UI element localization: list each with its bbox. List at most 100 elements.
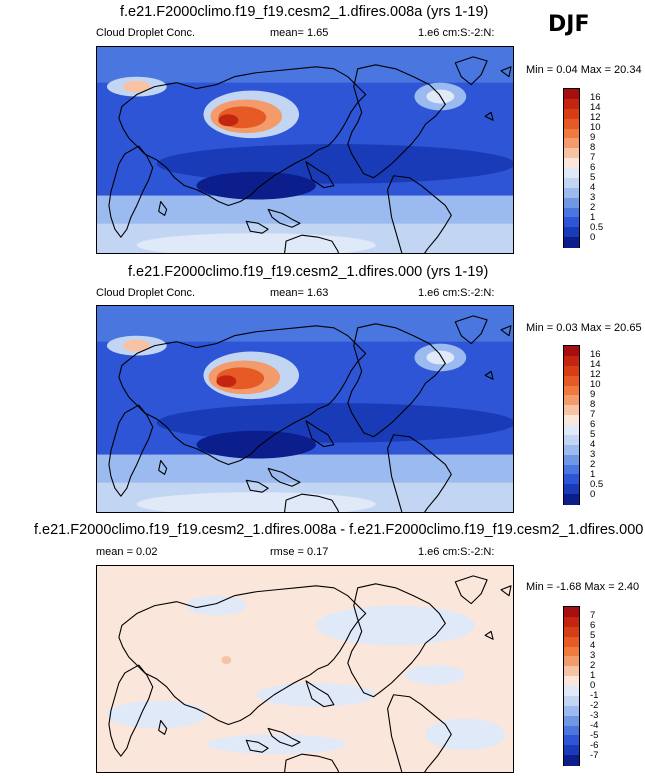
panel-1-mean-label: mean= 1.65 — [270, 27, 329, 39]
colorbar-segment — [564, 89, 579, 100]
colorbar-tick-label: 2 — [590, 660, 596, 671]
colorbar-segment — [564, 425, 579, 436]
colorbar-tick-label: -3 — [590, 710, 599, 721]
colorbar-segment — [564, 494, 579, 505]
colorbar-segment — [564, 237, 579, 248]
panel-1-colorbar — [563, 88, 580, 248]
colorbar-segment — [564, 207, 579, 218]
colorbar-segment — [564, 666, 579, 677]
colorbar-segment — [564, 375, 579, 386]
colorbar-tick-label: 10 — [590, 122, 601, 133]
colorbar-tick-label: 7 — [590, 409, 596, 420]
panel-2-title: f.e21.F2000climo.f19_f19.cesm2_1.dfires.… — [128, 264, 489, 280]
colorbar-segment — [564, 705, 579, 717]
colorbar-tick-label: 4 — [590, 439, 596, 450]
panel-2-variable-label: Cloud Droplet Conc. — [96, 287, 196, 299]
colorbar-segment — [564, 636, 579, 647]
colorbar-segment — [564, 735, 579, 746]
colorbar-segment — [564, 355, 579, 367]
colorbar-segment — [564, 346, 579, 357]
colorbar-tick-label: -2 — [590, 700, 599, 711]
colorbar-tick-label: 3 — [590, 650, 596, 661]
colorbar-tick-label: 5 — [590, 172, 596, 183]
colorbar-segment — [564, 444, 579, 456]
colorbar-segment — [564, 464, 579, 475]
colorbar-tick-label: -1 — [590, 690, 599, 701]
colorbar-tick-label: 5 — [590, 429, 596, 440]
colorbar-segment — [564, 745, 579, 756]
colorbar-segment — [564, 715, 579, 726]
panel-2-map — [96, 305, 514, 513]
colorbar-segment — [564, 227, 579, 238]
panel-2-colorbar — [563, 345, 580, 505]
colorbar-segment — [564, 128, 579, 139]
colorbar-segment — [564, 474, 579, 485]
panel-2-mean-label: mean= 1.63 — [270, 287, 329, 299]
colorbar-segment — [564, 395, 579, 406]
colorbar-tick-label: 0 — [590, 489, 596, 500]
colorbar-segment — [564, 177, 579, 189]
panel-3-units-label: 1.e6 cm:S:-2:N: — [418, 546, 495, 558]
colorbar-tick-label: -7 — [590, 750, 599, 761]
colorbar-tick-label: 6 — [590, 620, 596, 631]
colorbar-segment — [564, 415, 579, 426]
panel-1-variable-label: Cloud Droplet Conc. — [96, 27, 196, 39]
panel-3-minmax-label: Min = -1.68 Max = 2.40 — [526, 581, 640, 593]
colorbar-tick-label: 0.5 — [590, 479, 604, 490]
colorbar-tick-label: -4 — [590, 720, 599, 731]
panel-1-units-label: 1.e6 cm:S:-2:N: — [418, 27, 495, 39]
panel-3-map — [96, 565, 514, 773]
colorbar-segment — [564, 755, 579, 766]
colorbar-tick-label: 12 — [590, 369, 601, 380]
panel-1-title: f.e21.F2000climo.f19_f19.cesm2_1.dfires.… — [120, 4, 489, 20]
colorbar-segment — [564, 676, 579, 687]
colorbar-segment — [564, 695, 579, 707]
colorbar-segment — [564, 158, 579, 169]
colorbar-segment — [564, 138, 579, 149]
colorbar-segment — [564, 656, 579, 667]
panel-3-title: f.e21.F2000climo.f19_f19.cesm2_1.dfires.… — [34, 522, 644, 538]
colorbar-tick-label: 3 — [590, 449, 596, 460]
colorbar-segment — [564, 454, 579, 465]
colorbar-tick-label: 3 — [590, 192, 596, 203]
colorbar-tick-label: 8 — [590, 142, 596, 153]
colorbar-segment — [564, 118, 579, 129]
colorbar-segment — [564, 108, 579, 120]
panel-2-units-label: 1.e6 cm:S:-2:N: — [418, 287, 495, 299]
colorbar-tick-label: 16 — [590, 92, 601, 103]
colorbar-tick-label: 10 — [590, 379, 601, 390]
colorbar-tick-label: 7 — [590, 610, 596, 621]
colorbar-tick-label: 14 — [590, 102, 601, 113]
colorbar-tick-label: 1 — [590, 469, 596, 480]
colorbar-tick-label: 12 — [590, 112, 601, 123]
colorbar-tick-label: -5 — [590, 730, 599, 741]
colorbar-segment — [564, 616, 579, 628]
colorbar-tick-label: 4 — [590, 640, 596, 651]
colorbar-segment — [564, 626, 579, 638]
colorbar-segment — [564, 197, 579, 208]
colorbar-tick-label: 9 — [590, 389, 596, 400]
colorbar-tick-label: 6 — [590, 162, 596, 173]
colorbar-segment — [564, 646, 579, 657]
colorbar-segment — [564, 148, 579, 159]
colorbar-tick-label: 6 — [590, 419, 596, 430]
colorbar-tick-label: 2 — [590, 459, 596, 470]
colorbar-tick-label: 0 — [590, 680, 596, 691]
colorbar-tick-label: 4 — [590, 182, 596, 193]
colorbar-tick-label: 7 — [590, 152, 596, 163]
colorbar-segment — [564, 187, 579, 199]
panel-3-rmse-label: rmse = 0.17 — [270, 546, 329, 558]
colorbar-tick-label: 16 — [590, 349, 601, 360]
colorbar-tick-label: -6 — [590, 740, 599, 751]
colorbar-segment — [564, 607, 579, 618]
panel-1-map — [96, 46, 514, 254]
colorbar-tick-label: 0 — [590, 232, 596, 243]
colorbar-segment — [564, 484, 579, 495]
season-label: DJF — [548, 12, 590, 37]
colorbar-segment — [564, 217, 579, 228]
panel-2-minmax-label: Min = 0.03 Max = 20.65 — [526, 322, 642, 334]
panel-1-minmax-label: Min = 0.04 Max = 20.34 — [526, 64, 642, 76]
colorbar-segment — [564, 365, 579, 377]
colorbar-tick-label: 9 — [590, 132, 596, 143]
colorbar-segment — [564, 385, 579, 396]
